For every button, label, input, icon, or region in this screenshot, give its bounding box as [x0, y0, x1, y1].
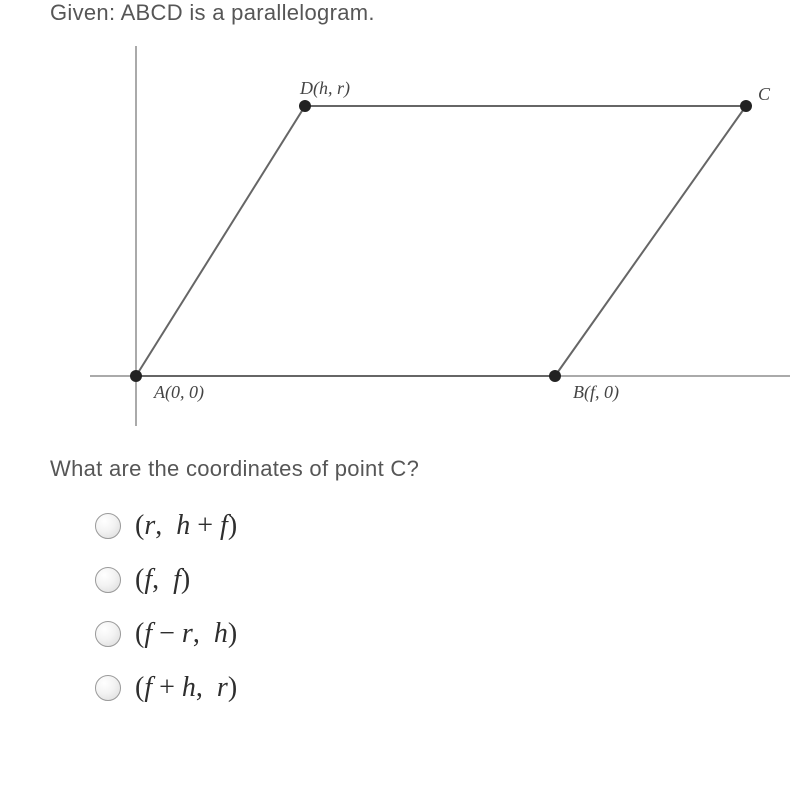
- option-label: (f, f): [135, 564, 190, 596]
- radio-button[interactable]: [95, 513, 121, 539]
- question-text: What are the coordinates of point C?: [50, 456, 750, 482]
- radio-button[interactable]: [95, 621, 121, 647]
- option-4[interactable]: (f + h, r): [95, 672, 750, 704]
- radio-button[interactable]: [95, 675, 121, 701]
- diagram-wrapper: A(0, 0)B(f, 0)D(h, r)C: [50, 46, 750, 426]
- option-2[interactable]: (f, f): [95, 564, 750, 596]
- options-list: (r, h + f) (f, f) (f − r, h) (f + h, r): [50, 510, 750, 704]
- option-1[interactable]: (r, h + f): [95, 510, 750, 542]
- svg-text:A(0, 0): A(0, 0): [153, 382, 204, 403]
- svg-text:C: C: [758, 84, 771, 104]
- radio-button[interactable]: [95, 567, 121, 593]
- given-statement: Given: ABCD is a parallelogram.: [50, 0, 750, 26]
- parallelogram-diagram: A(0, 0) B(f, 0) D(h, r) C: [90, 46, 790, 426]
- content-container: Given: ABCD is a parallelogram. A(0, 0) B…: [0, 0, 800, 704]
- svg-text:B(f, 0): B(f, 0): [573, 382, 619, 403]
- option-label: (r, h + f): [135, 510, 237, 542]
- option-label: (f + h, r): [135, 672, 237, 704]
- option-3[interactable]: (f − r, h): [95, 618, 750, 650]
- option-label: (f − r, h): [135, 618, 237, 650]
- svg-text:D(h, r): D(h, r): [299, 78, 350, 99]
